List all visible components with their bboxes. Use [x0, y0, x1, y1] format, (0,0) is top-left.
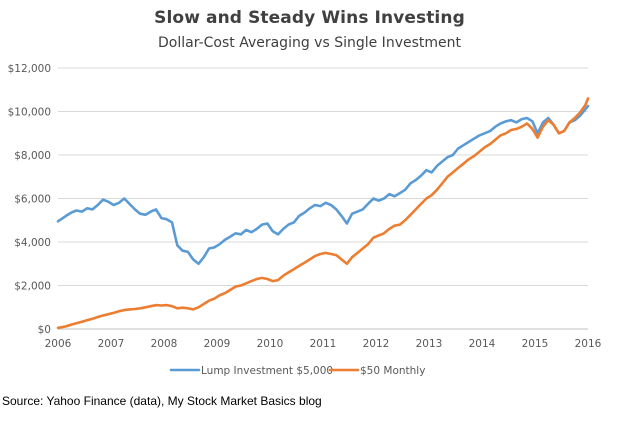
- x-tick-label: 2012: [363, 338, 390, 350]
- x-tick-label: 2010: [257, 338, 284, 350]
- y-tick-label: $10,000: [8, 107, 51, 119]
- source-note: Source: Yahoo Finance (data), My Stock M…: [2, 394, 322, 408]
- x-tick-label: 2014: [469, 338, 496, 350]
- x-tick-label: 2011: [310, 338, 337, 350]
- y-tick-label: $4,000: [14, 237, 51, 249]
- chart-title: Slow and Steady Wins Investing: [154, 8, 465, 28]
- y-axis-ticks: $0 $2,000 $4,000 $6,000 $8,000 $10,000 $12,000: [8, 63, 51, 336]
- y-tick-label: $6,000: [14, 194, 51, 206]
- y-tick-label: $0: [38, 324, 51, 336]
- series-line-lump-investment: [56, 104, 590, 266]
- chart-subtitle: Dollar-Cost Averaging vs Single Investme…: [158, 35, 461, 51]
- x-tick-label: 2016: [575, 338, 602, 350]
- legend: Lump Investment $5,000 $50 Monthly: [169, 365, 425, 377]
- x-tick-label: 2007: [98, 338, 125, 350]
- y-tick-label: $8,000: [14, 150, 51, 162]
- x-tick-label: 2008: [151, 338, 178, 350]
- x-tick-label: 2015: [522, 338, 549, 350]
- x-axis-ticks: 2006 2007 2008 2009 2010 2011 2012 2013 2014 2015…: [45, 338, 602, 350]
- x-tick-label: 2013: [416, 338, 443, 350]
- series-line-monthly: [56, 97, 590, 330]
- y-tick-label: $12,000: [8, 63, 51, 75]
- series-lines: [56, 97, 590, 330]
- x-tick-label: 2006: [45, 338, 72, 350]
- y-tick-label: $2,000: [14, 281, 51, 293]
- gridlines: [58, 67, 588, 330]
- line-chart: $0 $2,000 $4,000 $6,000 $8,000 $10,000 $12,000…: [8, 63, 602, 377]
- x-tick-label: 2009: [204, 338, 231, 350]
- legend-label: $50 Monthly: [360, 365, 425, 377]
- legend-label: Lump Investment $5,000: [201, 365, 333, 377]
